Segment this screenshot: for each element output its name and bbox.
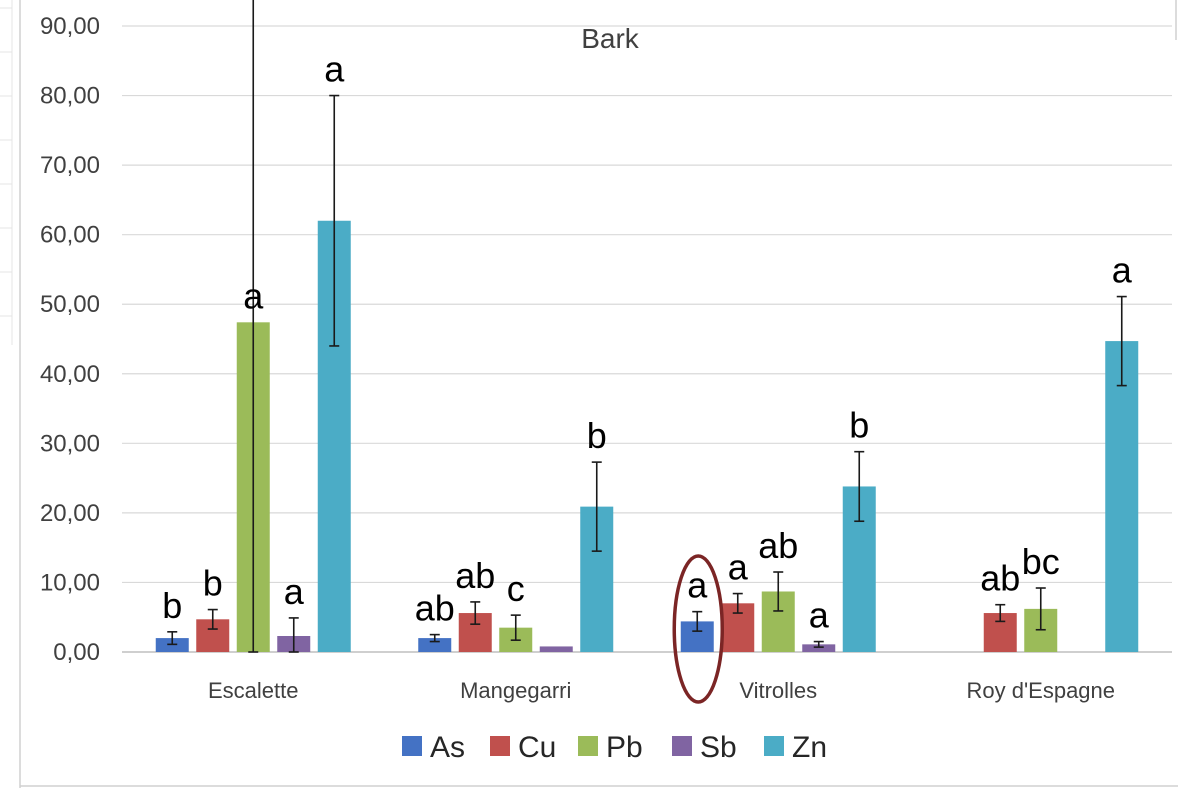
legend-label: Sb: [700, 731, 737, 764]
error-bar: [773, 571, 784, 612]
error-bar: [510, 614, 521, 641]
x-tick-label: Vitrolles: [739, 678, 817, 703]
x-axis: Escalette Mangegarri Vitrolles Roy d'Espagn…: [208, 678, 1115, 703]
error-bar: [288, 617, 299, 653]
error-bar: [470, 601, 481, 625]
error-bar: [429, 633, 440, 643]
significance-letter: ab: [455, 555, 495, 596]
y-tick-label: 30,00: [40, 430, 100, 457]
legend-item-zn: Zn: [764, 731, 827, 764]
highlight-ellipse: [672, 554, 724, 704]
error-bar: [248, 0, 259, 653]
x-tick-label: Roy d'Espagne: [966, 678, 1115, 703]
y-tick-label: 50,00: [40, 291, 100, 318]
legend-item-sb: Sb: [672, 731, 737, 764]
y-tick-label: 20,00: [40, 500, 100, 527]
significance-letter: b: [162, 585, 182, 626]
y-tick-label: 60,00: [40, 222, 100, 249]
significance-letter: ab: [758, 525, 798, 566]
error-bar: [732, 592, 743, 614]
error-bar: [995, 603, 1006, 623]
y-tick-label: 10,00: [40, 569, 100, 596]
legend-swatch: [672, 736, 692, 756]
significance-letter: a: [324, 49, 345, 90]
significance-letter: b: [849, 405, 869, 446]
error-bars: [167, 0, 1127, 653]
error-bar: [813, 640, 824, 648]
significance-letter: a: [809, 595, 830, 636]
y-tick-label: 0,00: [53, 639, 100, 666]
legend-item-cu: Cu: [490, 731, 556, 764]
bar-as: [418, 638, 452, 652]
legend-swatch: [402, 736, 422, 756]
legend-label: As: [430, 731, 465, 764]
significance-letter: a: [243, 275, 264, 316]
legend-label: Pb: [606, 731, 643, 764]
significance-letter: a: [284, 571, 305, 612]
annotation: [672, 554, 724, 704]
error-bar: [854, 450, 865, 523]
significance-letter: bc: [1022, 541, 1060, 582]
x-tick-label: Escalette: [208, 678, 299, 703]
error-bar: [167, 631, 178, 646]
legend-item-pb: Pb: [578, 731, 643, 764]
chart-title: Bark: [581, 23, 640, 54]
chart-area-border: [19, 0, 1178, 788]
error-bar: [329, 94, 340, 347]
bars: [155, 220, 1139, 652]
error-bar: [1116, 295, 1127, 387]
legend-label: Zn: [792, 731, 827, 764]
error-bar: [591, 461, 602, 552]
significance-letter: b: [587, 415, 607, 456]
significance-letter: a: [687, 565, 708, 606]
significance-letter: ab: [415, 588, 455, 629]
bar-sb: [539, 646, 573, 652]
y-tick-label: 70,00: [40, 152, 100, 179]
legend-swatch: [578, 736, 598, 756]
bar-sb: [802, 644, 836, 652]
significance-letter: b: [203, 563, 223, 604]
legend: As Cu Pb Sb Zn: [402, 731, 827, 764]
error-bar: [1035, 587, 1046, 631]
significance-letter: c: [507, 568, 525, 609]
legend-swatch: [764, 736, 784, 756]
legend-item-as: As: [402, 731, 465, 764]
spreadsheet-cells: [0, 0, 13, 345]
y-tick-label: 80,00: [40, 83, 100, 110]
legend-label: Cu: [518, 731, 556, 764]
y-axis: 0,00 10,00 20,00 30,00 40,00 50,00 60,00 70,00 8…: [40, 13, 100, 666]
y-tick-label: 40,00: [40, 361, 100, 388]
bar-zn: [1105, 341, 1139, 652]
significance-letter: a: [728, 547, 749, 588]
y-tick-label: 90,00: [40, 13, 100, 40]
legend-swatch: [490, 736, 510, 756]
error-bar: [207, 608, 218, 630]
error-bar: [692, 610, 703, 632]
x-tick-label: Mangegarri: [460, 678, 571, 703]
significance-letter: a: [1112, 250, 1133, 291]
significance-letter: ab: [980, 558, 1020, 599]
